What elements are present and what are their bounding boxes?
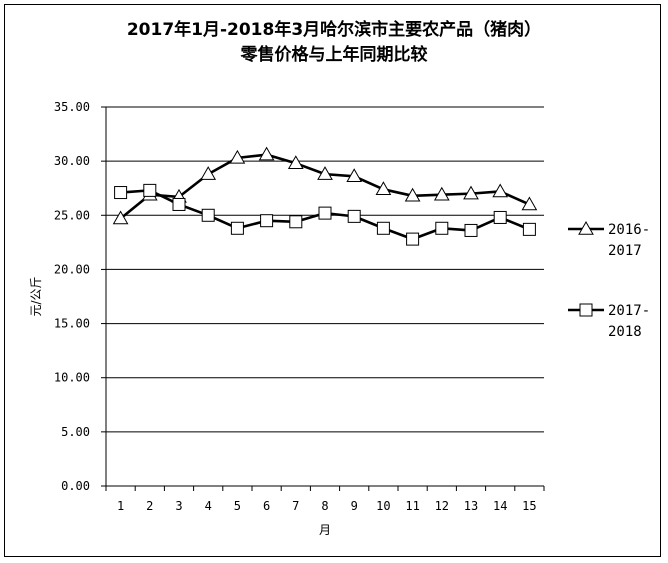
square-marker [579, 303, 593, 317]
square-marker [172, 197, 186, 211]
y-tick-labels: 0.00 5.00 10.00 15.00 20.00 25.00 30.00 35.00 [54, 100, 90, 493]
y-tick-label: 30.00 [54, 154, 90, 168]
square-marker [464, 223, 478, 237]
x-axis-label: 月 [319, 523, 331, 537]
triangle-marker [404, 187, 421, 202]
x-tick-label: 5 [234, 499, 241, 513]
triangle-marker [521, 196, 538, 211]
series-2 [114, 183, 536, 246]
square-marker [114, 186, 128, 200]
chart-title: 2017年1月-2018年3月哈尔滨市主要农产品（猪肉） 零售价格与上年同期比较 [0, 18, 668, 68]
square-marker [230, 221, 244, 235]
square-marker [260, 214, 274, 228]
x-tick-label: 11 [405, 499, 419, 513]
axes [101, 106, 545, 491]
triangle-marker [287, 155, 304, 170]
x-tick-labels: 1 2 3 4 5 6 7 8 9 10 11 12 13 14 15 [117, 499, 537, 513]
triangle-marker [433, 186, 450, 201]
x-tick-label: 13 [464, 499, 478, 513]
square-marker [435, 221, 449, 235]
y-tick-label: 15.00 [54, 317, 90, 331]
x-tick-label: 12 [435, 499, 449, 513]
square-marker [318, 206, 332, 220]
triangle-marker [112, 210, 129, 225]
x-tick-label: 6 [263, 499, 270, 513]
x-tick-label: 15 [522, 499, 536, 513]
x-tick-label: 1 [117, 499, 124, 513]
legend-label: 2017 [608, 243, 642, 259]
y-tick-label: 20.00 [54, 262, 90, 276]
x-tick-label: 8 [321, 499, 328, 513]
triangle-marker [578, 220, 594, 235]
triangle-marker [229, 149, 246, 164]
triangle-marker [492, 183, 509, 198]
y-tick-label: 5.00 [61, 425, 90, 439]
square-marker [347, 209, 361, 223]
legend-item-1: 2016- 2017 [568, 220, 650, 259]
square-marker [376, 221, 390, 235]
legend-label: 2016- [608, 222, 650, 238]
x-tick-label: 9 [351, 499, 358, 513]
y-tick-label: 25.00 [54, 208, 90, 222]
legend: 2016- 2017 2017- 2018 [568, 220, 650, 340]
chart-frame [4, 4, 661, 557]
triangle-marker [317, 166, 333, 180]
chart-title-line-1: 2017年1月-2018年3月哈尔滨市主要农产品（猪肉） [126, 20, 542, 40]
y-tick-label: 35.00 [54, 100, 90, 114]
chart-title-line-2: 零售价格与上年同期比较 [240, 45, 428, 65]
triangle-marker [346, 168, 363, 183]
legend-label: 2018 [608, 324, 642, 340]
x-tick-label: 2 [146, 499, 153, 513]
y-tick-label: 10.00 [54, 371, 90, 385]
y-tick-label: 0.00 [61, 479, 90, 493]
triangle-marker [258, 146, 275, 161]
x-tick-label: 14 [493, 499, 507, 513]
x-tick-label: 4 [205, 499, 212, 513]
x-tick-label: 10 [376, 499, 390, 513]
legend-label: 2017- [608, 303, 650, 319]
square-marker [406, 232, 420, 246]
x-tick-label: 3 [175, 499, 182, 513]
square-marker [493, 210, 507, 224]
gridlines [106, 106, 544, 433]
square-marker [201, 208, 215, 222]
x-tick-label: 7 [292, 499, 299, 513]
y-axis-label: 元/公斤 [29, 276, 43, 316]
series-group [112, 146, 538, 246]
square-marker [143, 183, 157, 197]
square-marker [289, 215, 303, 229]
triangle-marker [375, 181, 392, 196]
triangle-marker [463, 185, 479, 200]
square-marker [522, 222, 536, 236]
triangle-marker [200, 166, 217, 180]
legend-item-2: 2017- 2018 [568, 303, 650, 340]
